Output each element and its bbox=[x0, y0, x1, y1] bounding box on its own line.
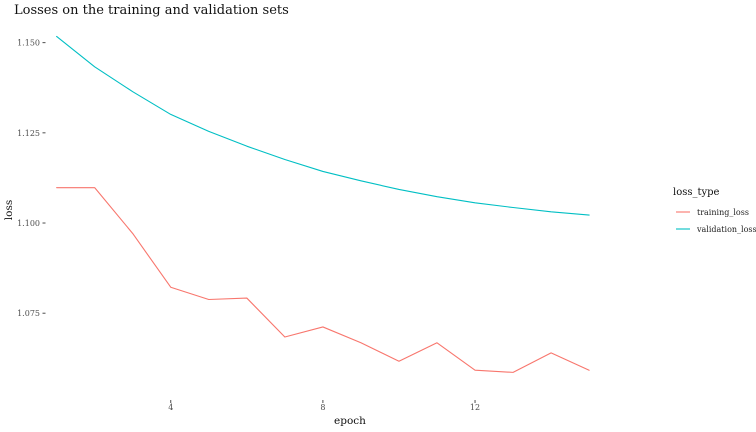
legend-title: loss_type bbox=[673, 187, 720, 198]
y-tick-label: 1.100 bbox=[17, 219, 40, 228]
y-tick-label: 1.125 bbox=[17, 129, 40, 138]
legend: loss_type training_loss validation_loss bbox=[673, 187, 756, 234]
legend-items: training_loss validation_loss bbox=[676, 208, 756, 234]
y-tick-label: 1.150 bbox=[17, 39, 40, 48]
x-tick-label: 12 bbox=[470, 403, 480, 412]
x-axis-title: epoch bbox=[334, 415, 366, 427]
series-line-validation-loss bbox=[56, 35, 590, 216]
x-axis: 4 8 12 bbox=[168, 400, 480, 412]
y-axis-title: loss bbox=[3, 200, 15, 220]
x-tick-label: 4 bbox=[168, 403, 173, 412]
chart-title: Losses on the training and validation se… bbox=[14, 3, 289, 18]
series-line-training-loss bbox=[56, 187, 590, 373]
legend-label-validation-loss: validation_loss bbox=[696, 225, 756, 234]
legend-label-training-loss: training_loss bbox=[697, 208, 749, 217]
y-tick-label: 1.075 bbox=[17, 309, 40, 318]
series-layer bbox=[56, 35, 590, 373]
y-axis: 1.075 1.100 1.125 1.150 bbox=[17, 39, 46, 318]
x-tick-label: 8 bbox=[320, 403, 325, 412]
